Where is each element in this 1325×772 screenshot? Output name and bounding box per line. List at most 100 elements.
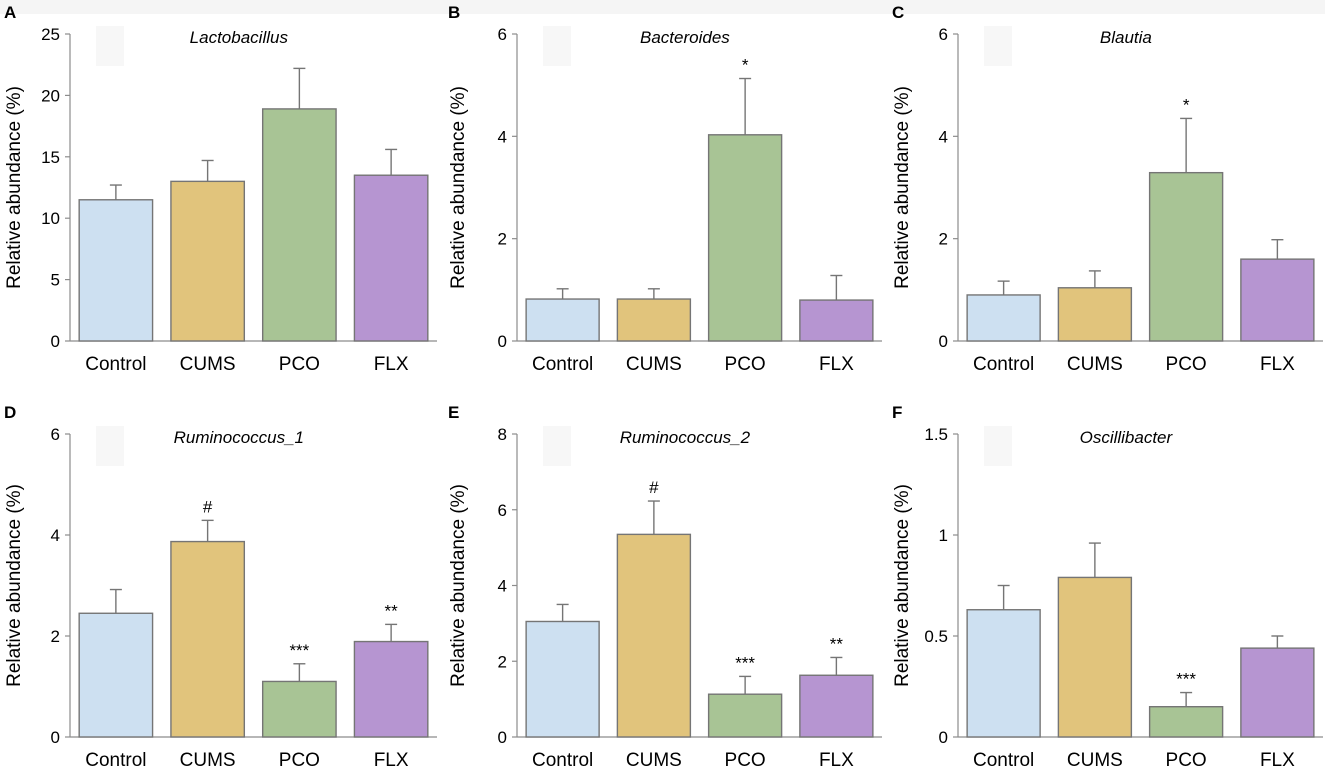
placeholder-box	[96, 26, 124, 66]
y-tick-label: 2	[498, 230, 507, 249]
chart-title: Lactobacillus	[190, 28, 289, 47]
bar-control	[78, 612, 154, 738]
significance-pco: ***	[1176, 670, 1196, 689]
bar-flx	[353, 174, 429, 342]
bar-cums	[616, 533, 692, 738]
y-tick-label: 4	[51, 526, 60, 545]
bar-cums	[1057, 576, 1133, 738]
x-tick-label-control: Control	[532, 354, 593, 375]
y-tick-label: 25	[41, 25, 60, 44]
y-tick-label: 2	[939, 230, 948, 249]
y-axis-label: Relative abundance (%)	[448, 484, 469, 687]
bar-cums	[170, 540, 246, 738]
bar-pco	[1148, 706, 1224, 738]
y-tick-label: 5	[51, 271, 60, 290]
x-tick-label-cums: CUMS	[180, 354, 236, 375]
y-tick-label: 2	[498, 652, 507, 671]
bar-control	[966, 294, 1041, 342]
y-axis-label: Relative abundance (%)	[448, 86, 469, 289]
y-tick-label: 4	[939, 127, 948, 146]
bar-pco	[707, 134, 783, 342]
panel-letter: F	[892, 403, 902, 422]
bar-flx	[1240, 647, 1315, 738]
significance-pco: ***	[289, 641, 309, 660]
y-tick-label: 0	[51, 332, 60, 351]
bar-control	[525, 298, 600, 342]
placeholder-box	[984, 26, 1012, 66]
x-tick-label-flx: FLX	[819, 354, 854, 375]
chart-svg-b: B Bacteroides 0 2 4 6 Relative abundance (%) Co…	[448, 3, 882, 375]
x-tick-label-control: Control	[532, 750, 593, 771]
significance-cums: #	[649, 478, 659, 497]
bar-pco	[707, 693, 783, 738]
y-tick-label: 4	[498, 127, 507, 146]
chart-title: Blautia	[1100, 28, 1152, 47]
y-tick-label: 0	[498, 728, 507, 747]
bar-control	[966, 609, 1041, 738]
significance-pco: *	[742, 56, 749, 75]
chart-svg-a: A Lactobacillus 0 5 10 15 20 25 Relative abundan…	[4, 3, 437, 375]
x-tick-label-flx: FLX	[1260, 354, 1295, 375]
y-tick-label: 2	[51, 627, 60, 646]
chart-title: Oscillibacter	[1080, 428, 1174, 447]
x-tick-label-control: Control	[85, 354, 146, 375]
chart-svg-d: D Ruminococcus_1 0 2 4 6 Relative abundance (%…	[4, 403, 437, 771]
bar-control	[525, 620, 600, 738]
y-tick-label: 6	[939, 25, 948, 44]
significance-cums: #	[203, 497, 213, 516]
y-tick-label: 15	[41, 148, 60, 167]
significance-flx: **	[385, 601, 399, 620]
bar-pco	[1148, 171, 1224, 342]
bar-flx	[799, 299, 874, 342]
significance-pco: *	[1183, 95, 1190, 114]
y-tick-label: 1	[939, 526, 948, 545]
x-tick-label-flx: FLX	[1260, 750, 1295, 771]
bar-cums	[170, 180, 246, 342]
y-tick-label: 0	[51, 728, 60, 747]
x-tick-label-pco: PCO	[725, 354, 766, 375]
chart-svg-e: E Ruminococcus_2 0 2 4 6 8 Relative abundance (…	[448, 403, 882, 771]
x-tick-label-pco: PCO	[279, 354, 320, 375]
significance-flx: **	[830, 634, 844, 653]
x-tick-label-cums: CUMS	[1067, 354, 1123, 375]
bar-flx	[1240, 258, 1315, 342]
y-tick-label: 8	[498, 425, 507, 444]
x-tick-label-control: Control	[973, 354, 1034, 375]
x-tick-label-flx: FLX	[819, 750, 854, 771]
panel-letter: C	[892, 3, 904, 22]
x-tick-label-cums: CUMS	[626, 750, 682, 771]
y-axis-label: Relative abundance (%)	[892, 86, 913, 289]
chart-title: Ruminococcus_2	[620, 428, 751, 447]
chart-title: Bacteroides	[640, 28, 730, 47]
y-axis-label: Relative abundance (%)	[4, 484, 25, 687]
x-tick-label-pco: PCO	[725, 750, 766, 771]
bar-pco	[261, 108, 337, 342]
placeholder-box	[543, 426, 571, 466]
y-tick-label: 0	[498, 332, 507, 351]
placeholder-box	[96, 426, 124, 466]
bar-flx	[799, 674, 874, 738]
x-tick-label-control: Control	[85, 750, 146, 771]
y-axis-label: Relative abundance (%)	[4, 86, 25, 289]
panel-letter: D	[4, 403, 16, 422]
bar-control	[78, 199, 154, 342]
x-tick-label-cums: CUMS	[626, 354, 682, 375]
chart-svg-c: C Blautia 0 2 4 6 Relative abundance (%) Contro…	[892, 3, 1323, 375]
x-tick-label-pco: PCO	[279, 750, 320, 771]
x-tick-label-cums: CUMS	[180, 750, 236, 771]
y-tick-label: 20	[41, 86, 60, 105]
chart-panel-b: B Bacteroides 0 2 4 6 Relative abundance (%) Co…	[444, 0, 884, 386]
bar-pco	[261, 680, 337, 738]
y-tick-label: 4	[498, 577, 507, 596]
chart-svg-f: F Oscillibacter 0 0.5 1 1.5 Relative abundance…	[892, 403, 1323, 771]
y-tick-label: 6	[498, 25, 507, 44]
top-strip	[0, 0, 1325, 14]
x-tick-label-pco: PCO	[1166, 354, 1207, 375]
y-tick-label: 1.5	[924, 425, 948, 444]
x-tick-label-pco: PCO	[1166, 750, 1207, 771]
placeholder-box	[984, 426, 1012, 466]
chart-panel-a: A Lactobacillus 0 5 10 15 20 25 Relative abundan…	[0, 0, 440, 386]
x-tick-label-flx: FLX	[374, 354, 409, 375]
bar-cums	[616, 298, 692, 342]
x-tick-label-cums: CUMS	[1067, 750, 1123, 771]
